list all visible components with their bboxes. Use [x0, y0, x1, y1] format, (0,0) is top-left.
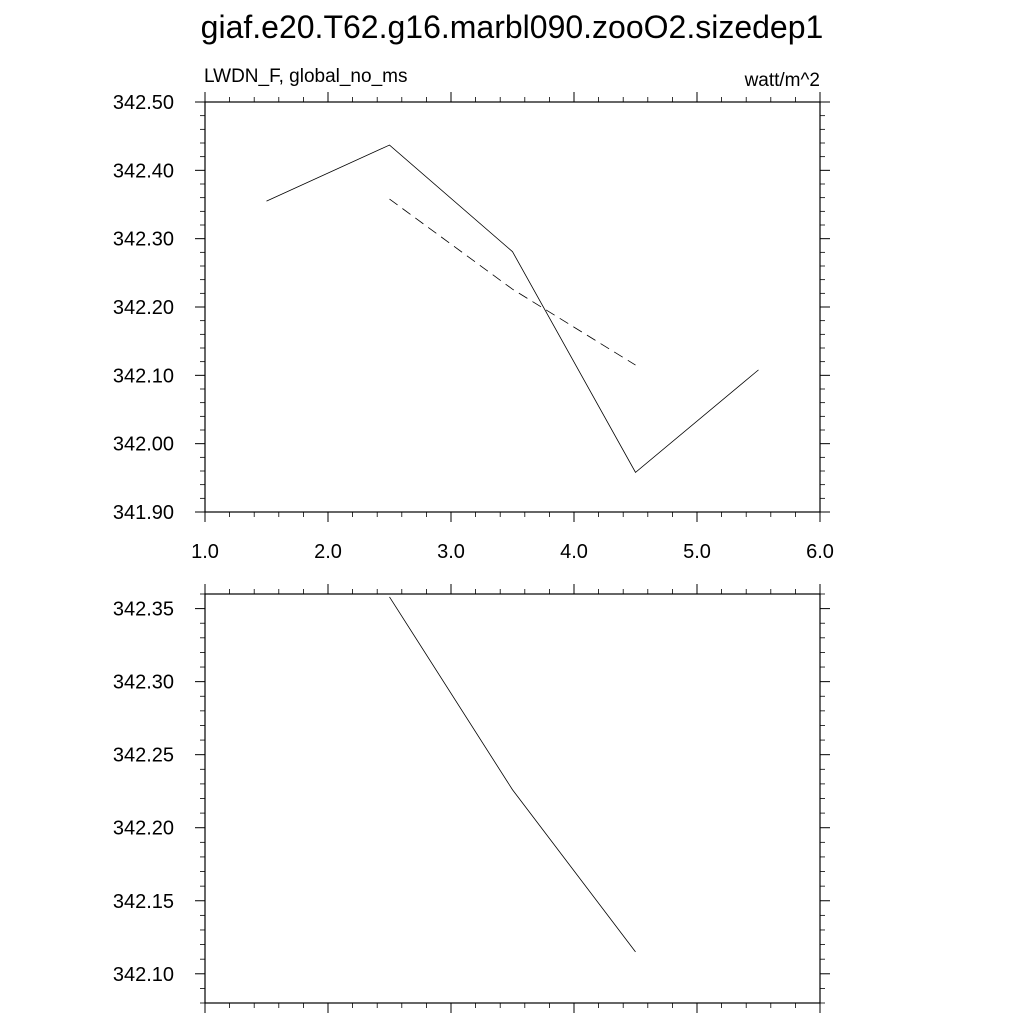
y-tick-label: 342.10 — [113, 365, 174, 387]
x-tick-label: 4.0 — [560, 541, 588, 563]
y-tick-label: 342.10 — [113, 964, 174, 986]
y-tick-label: 342.50 — [113, 92, 174, 114]
x-tick-label: 5.0 — [683, 541, 711, 563]
x-tick-label: 6.0 — [806, 541, 834, 563]
chart-title: giaf.e20.T62.g16.marbl090.zooO2.sizedep1 — [201, 9, 824, 45]
top-plot-frame — [204, 101, 821, 513]
y-tick-label: 341.90 — [113, 502, 174, 524]
y-tick-label: 342.20 — [113, 297, 174, 319]
y-tick-label: 342.35 — [113, 599, 174, 621]
y-tick-label: 342.40 — [113, 160, 174, 182]
units-label: watt/m^2 — [744, 70, 820, 91]
y-tick-label: 342.25 — [113, 745, 174, 767]
x-tick-label: 1.0 — [191, 541, 219, 563]
bottom-panel: 342.10 342.15 342.20 342.25 342.30 342.35 — [113, 584, 830, 1013]
x-tick-label: 3.0 — [437, 541, 465, 563]
top-series-lines — [266, 144, 759, 473]
top-axis-ticks: 1.0 2.0 3.0 4.0 5.0 6.0 341.90 342.00 342.10 342.… — [113, 92, 834, 563]
x-tick-label: 2.0 — [314, 541, 342, 563]
solid-series-line — [389, 596, 636, 953]
dashed-series-line — [389, 198, 636, 366]
y-tick-label: 342.30 — [113, 672, 174, 694]
y-tick-label: 342.15 — [113, 891, 174, 913]
variable-label: LWDN_F, global_no_ms — [204, 66, 407, 87]
y-tick-label: 342.20 — [113, 818, 174, 840]
solid-series-line — [266, 144, 759, 473]
y-tick-label: 342.30 — [113, 229, 174, 251]
bottom-series-lines — [389, 596, 636, 953]
bottom-axis-ticks: 342.10 342.15 342.20 342.25 342.30 342.35 — [113, 584, 830, 1013]
bottom-plot-frame — [204, 593, 821, 1004]
top-panel: LWDN_F, global_no_ms watt/m^2 1.0 2.0 3.0 4… — [113, 66, 834, 563]
y-tick-label: 342.00 — [113, 434, 174, 456]
